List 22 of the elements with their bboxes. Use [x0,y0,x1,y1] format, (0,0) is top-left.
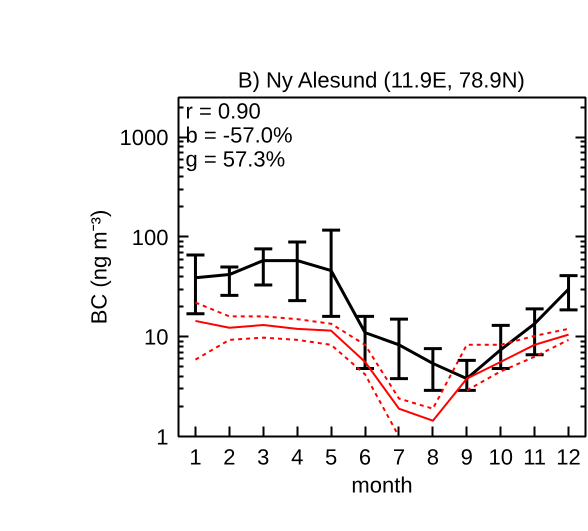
annotation: g = 57.3% [186,146,286,172]
x-tick-label: 10 [488,444,513,470]
x-axis-title: month [351,472,413,498]
y-tick-label: 1000 [120,125,169,150]
x-tick-label: 2 [223,444,236,470]
y-tick-label: 100 [132,224,169,250]
x-tick-label: 12 [556,444,581,470]
y-axis-title: BC (ng m⁻³) [86,210,112,324]
x-tick-label: 4 [291,444,304,470]
annotation: r = 0.90 [186,98,261,124]
x-tick-label: 11 [523,444,546,470]
x-tick-label: 3 [257,444,270,470]
x-tick-label: 6 [358,444,372,470]
y-tick-label: 10 [144,324,169,350]
y-tick-label: 1 [156,424,169,450]
annotation: b = -57.0% [186,122,293,148]
x-tick-label: 1 [189,444,202,470]
x-tick-label: 5 [325,444,338,470]
chart-title: B) Ny Alesund (11.9E, 78.9N) [238,68,525,92]
x-tick-label: 7 [392,444,406,470]
x-tick-label: 9 [460,444,473,470]
x-tick-label: 8 [426,444,440,470]
